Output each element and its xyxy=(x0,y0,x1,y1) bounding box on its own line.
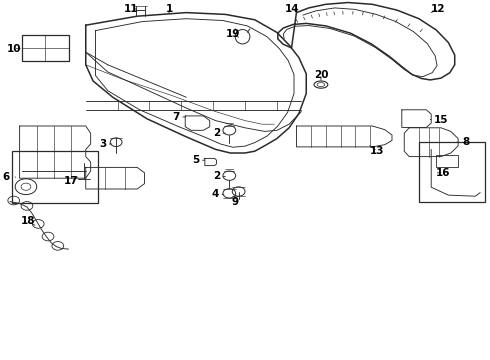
Text: 3: 3 xyxy=(99,139,112,149)
Text: 5: 5 xyxy=(193,155,205,165)
Text: 4: 4 xyxy=(212,189,224,199)
Text: 14: 14 xyxy=(285,4,300,14)
Text: 16: 16 xyxy=(436,168,451,178)
Text: 9: 9 xyxy=(232,197,239,207)
Text: 11: 11 xyxy=(124,4,139,14)
Text: 15: 15 xyxy=(430,114,448,125)
Text: 1: 1 xyxy=(166,4,172,14)
Bar xyxy=(419,142,485,202)
Text: 8: 8 xyxy=(457,137,469,147)
Text: 20: 20 xyxy=(314,70,328,80)
Text: 2: 2 xyxy=(213,171,225,181)
Bar xyxy=(22,35,69,61)
Bar xyxy=(12,151,98,203)
Text: 10: 10 xyxy=(6,44,21,54)
Text: 2: 2 xyxy=(213,128,225,138)
Bar xyxy=(436,155,458,167)
Text: 6: 6 xyxy=(2,172,16,182)
Text: 13: 13 xyxy=(370,146,385,156)
Text: 19: 19 xyxy=(225,29,240,39)
Text: 7: 7 xyxy=(172,112,185,122)
Text: 12: 12 xyxy=(431,4,446,14)
Text: 17: 17 xyxy=(64,176,78,186)
Text: 18: 18 xyxy=(21,216,36,226)
